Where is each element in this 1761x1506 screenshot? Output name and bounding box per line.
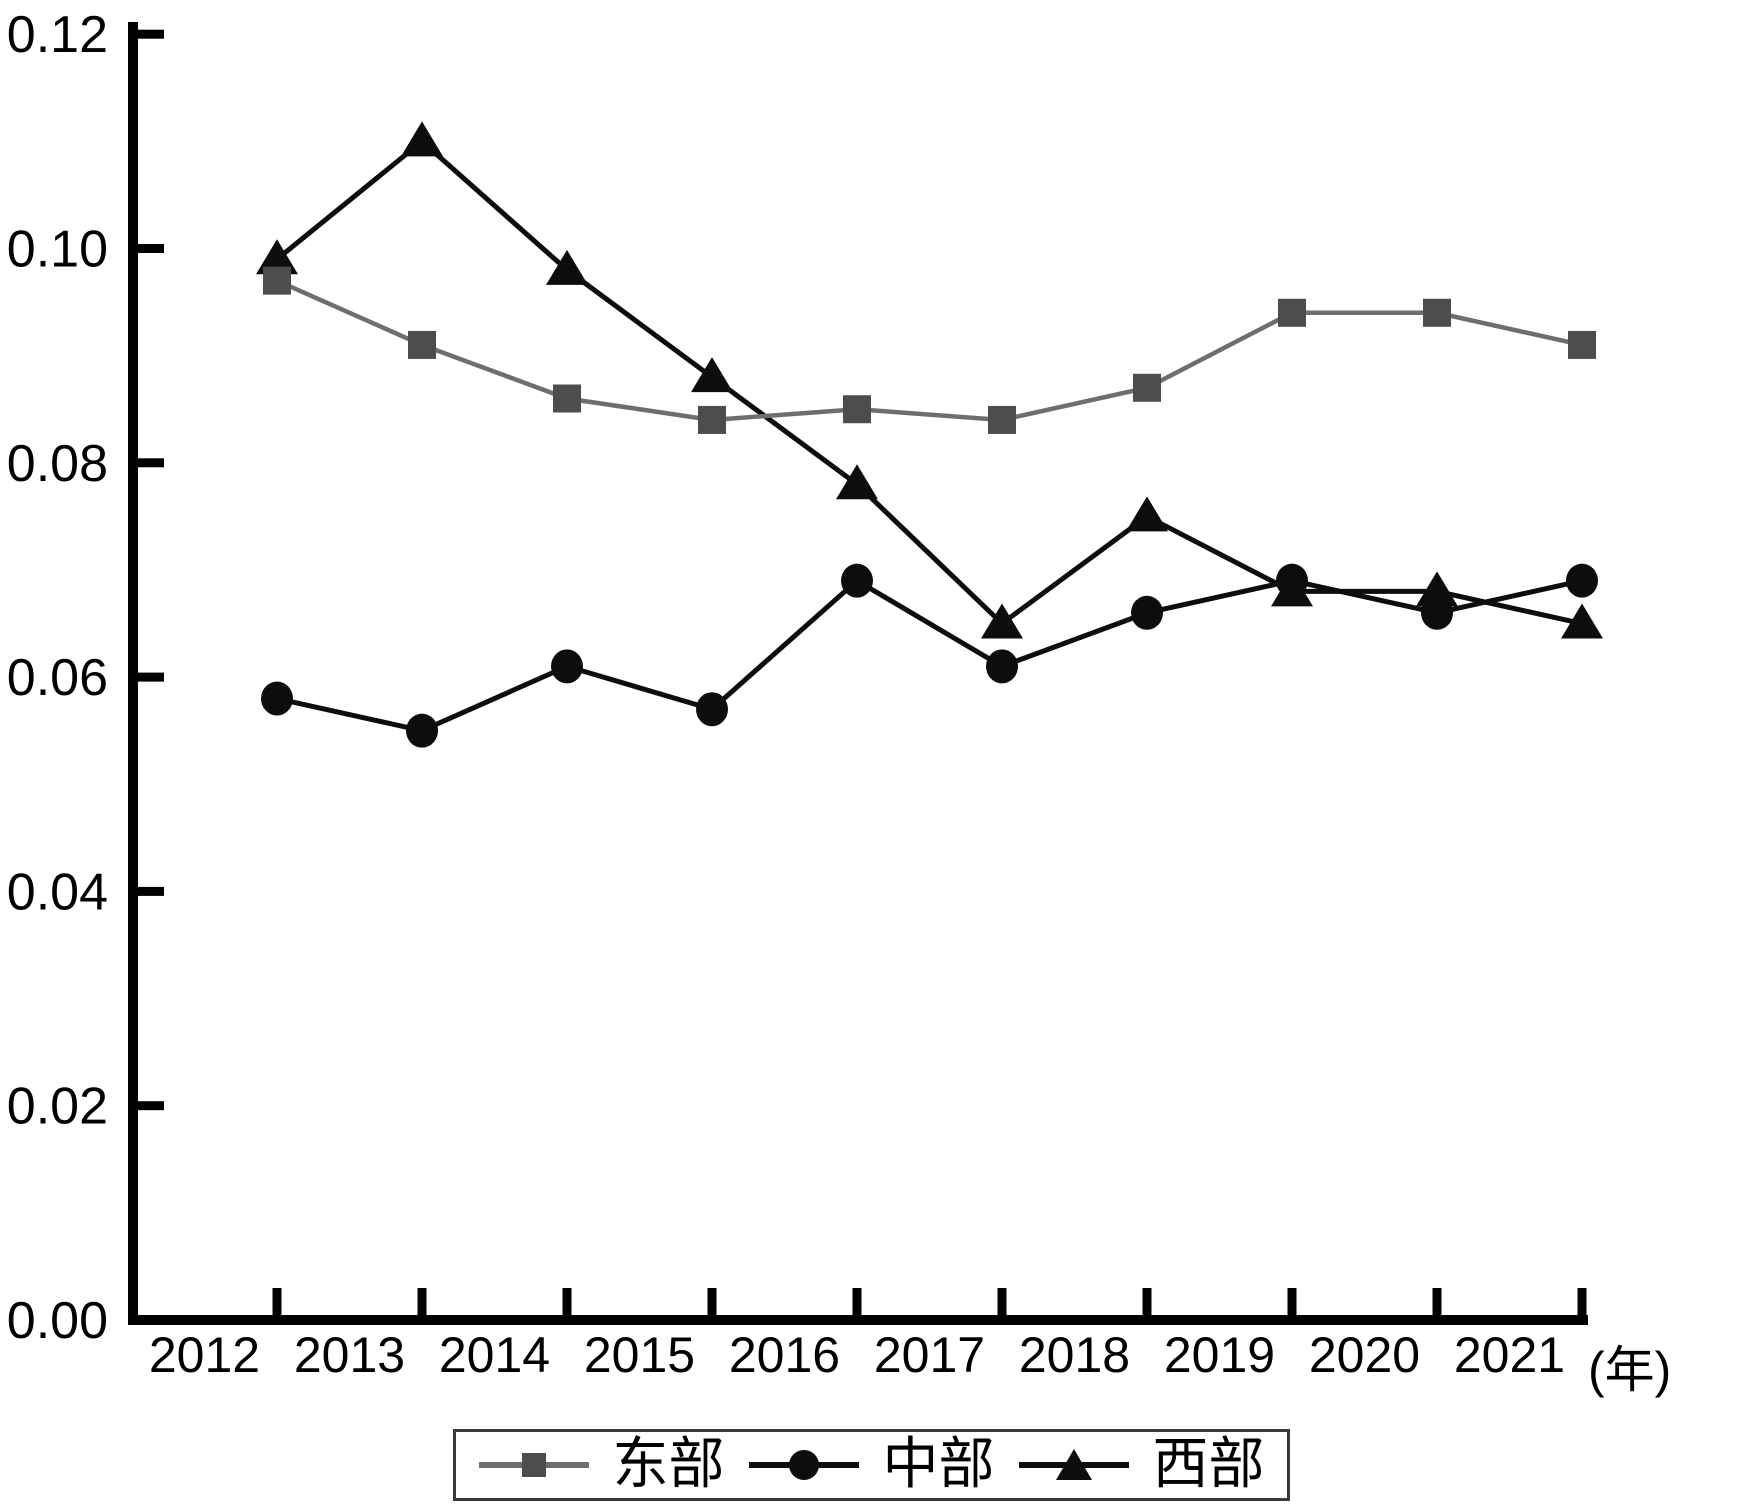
legend-item-central: 中部 bbox=[748, 1434, 995, 1496]
data-point-marker-west bbox=[546, 249, 588, 285]
data-point-marker-west bbox=[256, 239, 298, 275]
data-point-marker-central bbox=[1276, 563, 1308, 598]
data-point-marker-east bbox=[263, 266, 291, 295]
data-point-marker-east bbox=[988, 405, 1016, 434]
data-point-marker-central bbox=[261, 681, 293, 716]
x-tick-label: 2019 bbox=[1164, 1327, 1275, 1383]
data-point-marker-west bbox=[691, 357, 733, 393]
y-tick bbox=[137, 886, 164, 896]
x-tick-label: 2017 bbox=[874, 1327, 985, 1383]
series-line-east bbox=[276, 278, 1583, 423]
x-tick bbox=[562, 1288, 572, 1315]
data-point-marker-west bbox=[1126, 496, 1168, 532]
x-tick bbox=[707, 1288, 717, 1315]
y-tick bbox=[137, 244, 164, 253]
x-axis-line bbox=[128, 1315, 1588, 1325]
legend-label-west: 西部 bbox=[1152, 1434, 1265, 1496]
y-tick bbox=[137, 1315, 164, 1325]
x-tick bbox=[417, 1288, 427, 1315]
square-marker-glyph bbox=[521, 1453, 546, 1477]
x-tick-label: 2012 bbox=[149, 1327, 260, 1383]
data-point-marker-east bbox=[843, 395, 871, 424]
data-point-marker-central bbox=[696, 692, 728, 727]
series-line-central bbox=[276, 577, 1583, 734]
data-point-marker-east bbox=[698, 405, 726, 434]
x-tick bbox=[1142, 1288, 1152, 1315]
y-tick bbox=[137, 458, 164, 468]
data-point-marker-central bbox=[1566, 563, 1598, 598]
triangle-marker-glyph bbox=[1055, 1449, 1092, 1480]
y-tick-label: 0.06 bbox=[7, 649, 108, 707]
x-tick-label: 2014 bbox=[439, 1327, 550, 1383]
x-tick bbox=[997, 1288, 1007, 1315]
y-tick bbox=[137, 1101, 164, 1111]
data-point-marker-east bbox=[1568, 330, 1596, 359]
data-point-marker-central bbox=[1131, 595, 1163, 630]
square-marker-icon bbox=[478, 1453, 589, 1477]
y-axis-line bbox=[128, 22, 138, 1325]
x-tick bbox=[1432, 1288, 1442, 1315]
legend-label-central: 中部 bbox=[882, 1434, 995, 1496]
x-tick-label: 2020 bbox=[1309, 1327, 1420, 1383]
y-tick-label: 0.10 bbox=[7, 221, 108, 279]
legend-item-west: 西部 bbox=[1018, 1434, 1265, 1496]
y-tick bbox=[137, 672, 164, 682]
data-point-marker-central bbox=[986, 649, 1018, 684]
x-tick bbox=[852, 1288, 862, 1315]
x-tick-label: 2013 bbox=[294, 1327, 405, 1383]
y-tick-label: 0.08 bbox=[7, 435, 108, 493]
series-line-west bbox=[275, 138, 1583, 627]
data-point-marker-central bbox=[1421, 595, 1453, 630]
y-tick-label: 0.12 bbox=[7, 6, 108, 64]
data-point-marker-west bbox=[836, 464, 878, 500]
data-point-marker-east bbox=[1278, 298, 1306, 327]
y-tick bbox=[137, 29, 164, 39]
data-point-marker-central bbox=[551, 649, 583, 684]
triangle-marker-icon bbox=[1018, 1449, 1129, 1480]
x-tick bbox=[1287, 1288, 1297, 1315]
x-tick bbox=[272, 1288, 282, 1315]
legend-label-east: 东部 bbox=[612, 1434, 725, 1496]
circle-marker-glyph bbox=[788, 1450, 819, 1480]
data-point-marker-central bbox=[406, 713, 438, 748]
data-point-marker-east bbox=[553, 384, 581, 413]
circle-marker-icon bbox=[748, 1450, 859, 1480]
legend-item-east: 东部 bbox=[478, 1434, 725, 1496]
data-point-marker-west bbox=[1561, 603, 1603, 639]
y-tick-label: 0.04 bbox=[7, 863, 108, 921]
data-point-marker-west bbox=[401, 121, 443, 157]
data-point-marker-west bbox=[1416, 571, 1458, 607]
y-tick-label: 0.00 bbox=[7, 1292, 108, 1350]
data-point-marker-central bbox=[841, 563, 873, 598]
data-point-marker-west bbox=[981, 603, 1023, 639]
data-point-marker-east bbox=[1423, 298, 1451, 327]
x-tick-label: 2015 bbox=[584, 1327, 695, 1383]
x-axis-unit-label: (年) bbox=[1588, 1342, 1672, 1398]
y-tick-label: 0.02 bbox=[7, 1078, 108, 1136]
x-tick bbox=[1577, 1288, 1587, 1315]
x-tick-label: 2021 bbox=[1454, 1327, 1565, 1383]
x-tick-label: 2016 bbox=[729, 1327, 840, 1383]
data-point-marker-east bbox=[408, 330, 436, 359]
x-tick-label: 2018 bbox=[1019, 1327, 1130, 1383]
data-point-marker-east bbox=[1133, 373, 1161, 402]
chart-legend: 东部 中部 西部 bbox=[453, 1429, 1290, 1501]
